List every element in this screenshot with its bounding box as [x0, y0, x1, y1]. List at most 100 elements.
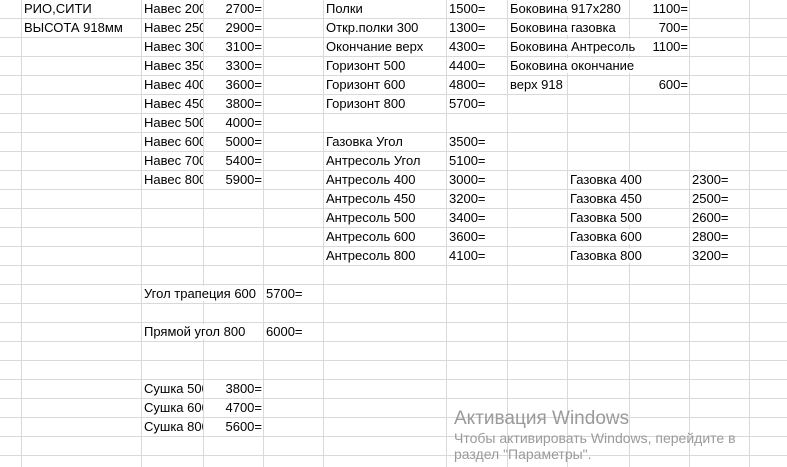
- cell[interactable]: верх 918: [508, 76, 568, 95]
- cell[interactable]: [568, 19, 630, 38]
- cell[interactable]: [264, 76, 324, 95]
- cell[interactable]: 1500=: [447, 0, 508, 19]
- cell[interactable]: [568, 456, 630, 467]
- cell[interactable]: [447, 342, 508, 361]
- cell[interactable]: [264, 171, 324, 190]
- cell[interactable]: [447, 323, 508, 342]
- cell[interactable]: [568, 285, 630, 304]
- cell[interactable]: [204, 361, 264, 380]
- cell[interactable]: [324, 418, 447, 437]
- cell[interactable]: [508, 361, 568, 380]
- cell[interactable]: [0, 418, 22, 437]
- cell[interactable]: [690, 266, 750, 285]
- cell[interactable]: [750, 114, 787, 133]
- cell[interactable]: [690, 76, 750, 95]
- cell[interactable]: РИО,СИТИ: [22, 0, 142, 19]
- cell[interactable]: 5900=: [204, 171, 264, 190]
- cell[interactable]: [690, 437, 750, 456]
- cell[interactable]: Навес 700: [142, 152, 204, 171]
- cell[interactable]: [508, 266, 568, 285]
- cell[interactable]: 6000=: [264, 323, 324, 342]
- cell[interactable]: [508, 304, 568, 323]
- cell[interactable]: 3600=: [447, 228, 508, 247]
- cell[interactable]: 5100=: [447, 152, 508, 171]
- cell[interactable]: [22, 209, 142, 228]
- cell[interactable]: Горизонт 800: [324, 95, 447, 114]
- cell[interactable]: [0, 399, 22, 418]
- cell[interactable]: [264, 114, 324, 133]
- cell[interactable]: [0, 380, 22, 399]
- cell[interactable]: [0, 266, 22, 285]
- cell[interactable]: 3600=: [204, 76, 264, 95]
- cell[interactable]: [630, 399, 690, 418]
- cell[interactable]: [568, 133, 630, 152]
- cell[interactable]: [690, 456, 750, 467]
- cell[interactable]: [22, 133, 142, 152]
- cell[interactable]: [630, 456, 690, 467]
- cell[interactable]: [630, 171, 690, 190]
- cell[interactable]: [750, 228, 787, 247]
- cell[interactable]: [0, 171, 22, 190]
- cell[interactable]: [0, 114, 22, 133]
- cell[interactable]: [204, 323, 264, 342]
- cell[interactable]: [22, 304, 142, 323]
- cell[interactable]: [630, 190, 690, 209]
- cell[interactable]: [0, 304, 22, 323]
- cell[interactable]: [630, 380, 690, 399]
- cell[interactable]: [508, 456, 568, 467]
- cell[interactable]: 5600=: [204, 418, 264, 437]
- cell[interactable]: [264, 380, 324, 399]
- cell[interactable]: 5700=: [447, 95, 508, 114]
- cell[interactable]: [0, 19, 22, 38]
- cell[interactable]: [22, 190, 142, 209]
- cell[interactable]: [508, 209, 568, 228]
- cell[interactable]: [690, 38, 750, 57]
- cell[interactable]: [0, 361, 22, 380]
- cell[interactable]: [447, 361, 508, 380]
- cell[interactable]: [630, 323, 690, 342]
- cell[interactable]: 2800=: [690, 228, 750, 247]
- cell[interactable]: [22, 57, 142, 76]
- cell[interactable]: [22, 285, 142, 304]
- cell[interactable]: [750, 266, 787, 285]
- cell[interactable]: [508, 342, 568, 361]
- cell[interactable]: [0, 323, 22, 342]
- cell[interactable]: [264, 266, 324, 285]
- cell[interactable]: [690, 399, 750, 418]
- cell[interactable]: [508, 133, 568, 152]
- cell[interactable]: [264, 190, 324, 209]
- cell[interactable]: [0, 95, 22, 114]
- cell[interactable]: [630, 114, 690, 133]
- cell[interactable]: [568, 361, 630, 380]
- cell[interactable]: [508, 399, 568, 418]
- cell[interactable]: [750, 152, 787, 171]
- cell[interactable]: 3800=: [204, 95, 264, 114]
- cell[interactable]: [508, 95, 568, 114]
- cell[interactable]: [750, 57, 787, 76]
- cell[interactable]: [568, 418, 630, 437]
- cell[interactable]: [630, 228, 690, 247]
- cell[interactable]: [324, 361, 447, 380]
- cell[interactable]: [447, 456, 508, 467]
- cell[interactable]: [750, 399, 787, 418]
- cell[interactable]: [750, 133, 787, 152]
- cell[interactable]: [0, 38, 22, 57]
- cell[interactable]: [324, 380, 447, 399]
- cell[interactable]: Газовка 500: [568, 209, 644, 228]
- cell[interactable]: [22, 361, 142, 380]
- cell[interactable]: [204, 437, 264, 456]
- cell[interactable]: Горизонт 500: [324, 57, 447, 76]
- cell[interactable]: [264, 19, 324, 38]
- cell[interactable]: [0, 133, 22, 152]
- cell[interactable]: [264, 57, 324, 76]
- cell[interactable]: [22, 76, 142, 95]
- cell[interactable]: [447, 266, 508, 285]
- cell[interactable]: [750, 38, 787, 57]
- cell[interactable]: [690, 380, 750, 399]
- cell[interactable]: Боковина окончание: [508, 57, 637, 76]
- cell[interactable]: [264, 152, 324, 171]
- cell[interactable]: [630, 247, 690, 266]
- cell[interactable]: 4700=: [204, 399, 264, 418]
- cell[interactable]: [568, 342, 630, 361]
- cell[interactable]: [22, 228, 142, 247]
